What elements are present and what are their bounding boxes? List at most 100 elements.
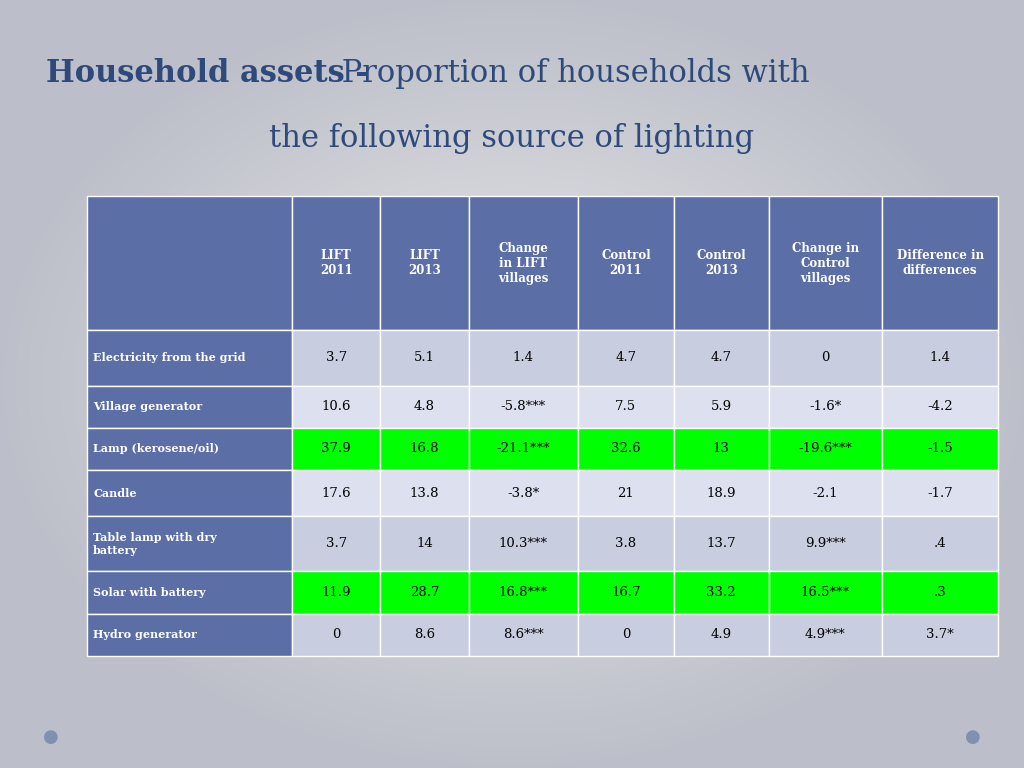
- Bar: [674, 516, 769, 571]
- Text: Control
2011: Control 2011: [601, 249, 650, 277]
- Bar: [674, 330, 769, 386]
- Text: 5.9: 5.9: [711, 400, 732, 413]
- Text: LIFT
2011: LIFT 2011: [319, 249, 352, 277]
- Bar: [292, 571, 380, 614]
- Bar: [87, 470, 292, 516]
- Text: Solar with battery: Solar with battery: [93, 587, 206, 598]
- Text: 17.6: 17.6: [322, 487, 351, 499]
- Bar: [380, 470, 469, 516]
- Bar: [292, 470, 380, 516]
- Text: -21.1***: -21.1***: [497, 442, 550, 455]
- Text: 28.7: 28.7: [410, 586, 439, 599]
- Text: 37.9: 37.9: [322, 442, 351, 455]
- Bar: [674, 386, 769, 428]
- Bar: [380, 428, 469, 470]
- Bar: [87, 386, 292, 428]
- Text: Electricity from the grid: Electricity from the grid: [93, 353, 246, 363]
- Bar: [579, 571, 674, 614]
- Bar: [579, 386, 674, 428]
- Text: 13: 13: [713, 442, 730, 455]
- Text: 4.7: 4.7: [615, 352, 636, 364]
- Bar: [882, 386, 998, 428]
- Bar: [579, 330, 674, 386]
- Text: -1.5: -1.5: [928, 442, 953, 455]
- Bar: [292, 196, 380, 330]
- Bar: [769, 196, 882, 330]
- Text: 4.7: 4.7: [711, 352, 732, 364]
- Text: Household assets -: Household assets -: [46, 58, 368, 88]
- Text: 32.6: 32.6: [611, 442, 641, 455]
- Text: 4.8: 4.8: [414, 400, 435, 413]
- Text: 4.9: 4.9: [711, 628, 732, 641]
- Bar: [292, 614, 380, 656]
- Bar: [882, 428, 998, 470]
- Text: 33.2: 33.2: [707, 586, 736, 599]
- Text: Hydro generator: Hydro generator: [93, 629, 197, 641]
- Text: Lamp (kerosene/oil): Lamp (kerosene/oil): [93, 443, 219, 455]
- Bar: [469, 516, 579, 571]
- Text: .3: .3: [934, 586, 946, 599]
- Bar: [380, 386, 469, 428]
- Text: ●: ●: [965, 728, 981, 746]
- Text: 3.7: 3.7: [326, 538, 347, 550]
- Text: -2.1: -2.1: [812, 487, 839, 499]
- Bar: [380, 614, 469, 656]
- Text: Change
in LIFT
villages: Change in LIFT villages: [499, 242, 549, 284]
- Bar: [674, 571, 769, 614]
- Bar: [769, 516, 882, 571]
- Text: Change in
Control
villages: Change in Control villages: [792, 242, 859, 284]
- Text: 0: 0: [622, 628, 630, 641]
- Bar: [882, 470, 998, 516]
- Bar: [87, 330, 292, 386]
- Bar: [380, 330, 469, 386]
- Bar: [292, 386, 380, 428]
- Bar: [292, 516, 380, 571]
- Bar: [674, 614, 769, 656]
- Text: Candle: Candle: [93, 488, 136, 498]
- Text: 7.5: 7.5: [615, 400, 636, 413]
- Text: 16.8***: 16.8***: [499, 586, 548, 599]
- Text: 14: 14: [416, 538, 433, 550]
- Text: 13.7: 13.7: [707, 538, 736, 550]
- Text: 9.9***: 9.9***: [805, 538, 846, 550]
- Bar: [469, 386, 579, 428]
- Text: 3.7*: 3.7*: [927, 628, 954, 641]
- Bar: [87, 428, 292, 470]
- Bar: [469, 196, 579, 330]
- Bar: [469, 470, 579, 516]
- Bar: [380, 516, 469, 571]
- Text: 3.8: 3.8: [615, 538, 636, 550]
- Bar: [674, 196, 769, 330]
- Text: ●: ●: [43, 728, 59, 746]
- Text: 5.1: 5.1: [414, 352, 435, 364]
- Bar: [579, 470, 674, 516]
- Text: 11.9: 11.9: [322, 586, 351, 599]
- Bar: [469, 571, 579, 614]
- Text: 8.6: 8.6: [414, 628, 435, 641]
- Bar: [380, 196, 469, 330]
- Bar: [579, 516, 674, 571]
- Bar: [674, 470, 769, 516]
- Text: .4: .4: [934, 538, 946, 550]
- Text: -19.6***: -19.6***: [799, 442, 852, 455]
- Text: 10.3***: 10.3***: [499, 538, 548, 550]
- Text: Table lamp with dry
battery: Table lamp with dry battery: [93, 532, 217, 555]
- Text: 16.8: 16.8: [410, 442, 439, 455]
- Bar: [769, 330, 882, 386]
- Text: -4.2: -4.2: [928, 400, 953, 413]
- Text: 1.4: 1.4: [513, 352, 534, 364]
- Bar: [87, 614, 292, 656]
- Text: the following source of lighting: the following source of lighting: [269, 123, 755, 154]
- Bar: [292, 330, 380, 386]
- Bar: [882, 516, 998, 571]
- Text: 18.9: 18.9: [707, 487, 736, 499]
- Text: -1.6*: -1.6*: [809, 400, 842, 413]
- Text: -1.7: -1.7: [928, 487, 953, 499]
- Bar: [469, 330, 579, 386]
- Text: 3.7: 3.7: [326, 352, 347, 364]
- Text: -5.8***: -5.8***: [501, 400, 546, 413]
- Bar: [469, 428, 579, 470]
- Bar: [769, 470, 882, 516]
- Bar: [882, 614, 998, 656]
- Text: Difference in
differences: Difference in differences: [897, 249, 984, 277]
